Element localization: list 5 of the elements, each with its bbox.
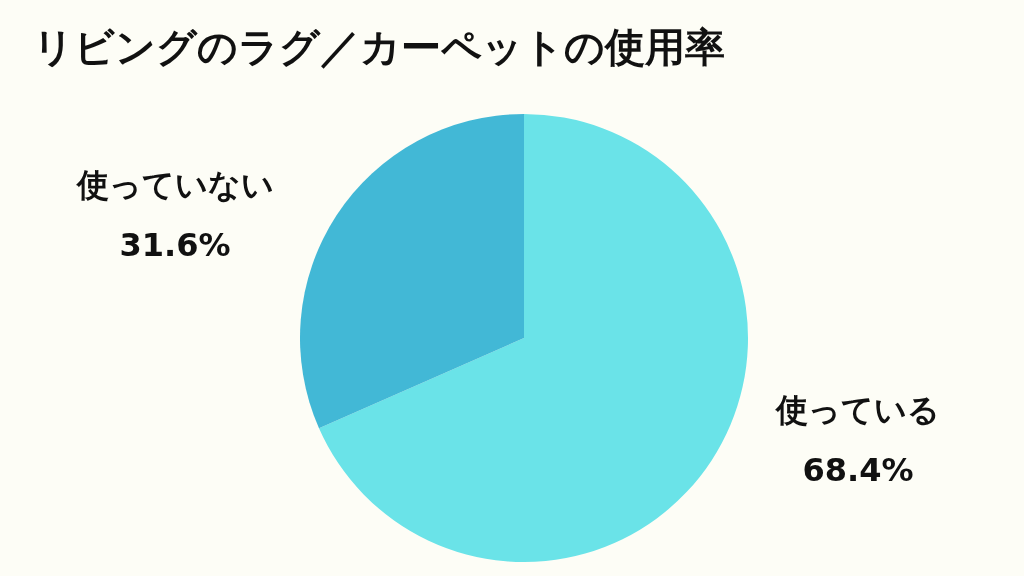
chart-title: リビングのラグ／カーペットの使用率 bbox=[33, 24, 725, 70]
slice-label: 使っている bbox=[775, 391, 940, 429]
data-label: 68.4% bbox=[802, 451, 914, 489]
data-label: 31.6% bbox=[119, 226, 231, 264]
slice-label: 使っていない bbox=[75, 166, 274, 204]
